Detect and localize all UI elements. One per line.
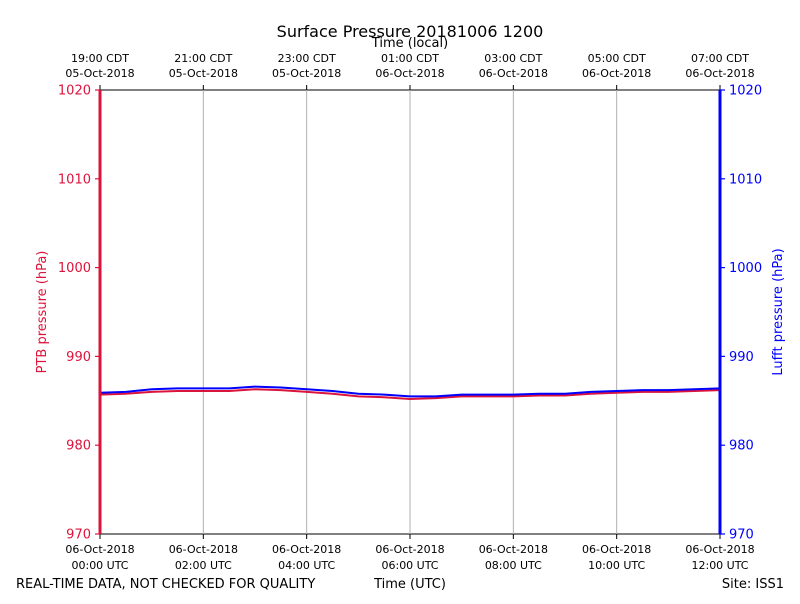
chart-title: Surface Pressure 20181006 1200 xyxy=(277,22,544,41)
lufft-pressure-line xyxy=(99,385,721,398)
right-y-tick-label: 1010 xyxy=(729,172,762,187)
top-tick-label-time: 07:00 CDT xyxy=(691,52,749,65)
x-tick-label-time: 06:00 UTC xyxy=(381,559,438,572)
left-y-tick-label: 1010 xyxy=(58,172,91,187)
left-axis-label: PTB pressure (hPa) xyxy=(35,251,50,374)
footer-quality-note: REAL-TIME DATA, NOT CHECKED FOR QUALITY xyxy=(16,577,315,592)
top-tick-label-date: 06-Oct-2018 xyxy=(375,67,444,80)
top-tick-label-time: 21:00 CDT xyxy=(174,52,232,65)
left-y-tick-label: 1020 xyxy=(58,84,91,99)
top-tick-label-date: 05-Oct-2018 xyxy=(272,67,341,80)
x-axis-label: Time (UTC) xyxy=(373,577,446,592)
top-tick-label-date: 06-Oct-2018 xyxy=(479,67,548,80)
right-y-tick-label: 1020 xyxy=(729,84,762,99)
x-tick-label-date: 06-Oct-2018 xyxy=(479,543,548,556)
top-tick-label-time: 03:00 CDT xyxy=(484,52,542,65)
x-tick-label-date: 06-Oct-2018 xyxy=(685,543,754,556)
right-y-tick-label: 990 xyxy=(729,350,754,365)
x-tick-label-date: 06-Oct-2018 xyxy=(582,543,651,556)
left-y-tick-label: 970 xyxy=(66,528,91,543)
x-tick-label-time: 00:00 UTC xyxy=(71,559,128,572)
right-y-tick-label: 970 xyxy=(729,528,754,543)
top-tick-label-date: 05-Oct-2018 xyxy=(169,67,238,80)
right-axis-label: Lufft pressure (hPa) xyxy=(771,248,786,375)
right-y-tick-label: 1000 xyxy=(729,261,762,276)
grid-lines xyxy=(202,90,618,534)
x-tick-label-date: 06-Oct-2018 xyxy=(375,543,444,556)
top-tick-label-date: 06-Oct-2018 xyxy=(582,67,651,80)
top-tick-label-date: 05-Oct-2018 xyxy=(65,67,134,80)
x-tick-label-date: 06-Oct-2018 xyxy=(272,543,341,556)
x-tick-label-date: 06-Oct-2018 xyxy=(169,543,238,556)
axis-ticks: 06-Oct-2018 00:00 UTC 06-Oct-2018 02:00 UTC… xyxy=(58,52,762,572)
x-tick-label-date: 06-Oct-2018 xyxy=(65,543,134,556)
top-axis-label: Time (local) xyxy=(371,36,448,51)
right-y-tick-label: 980 xyxy=(729,439,754,454)
left-y-tick-label: 1000 xyxy=(58,261,91,276)
left-y-tick-label: 990 xyxy=(66,350,91,365)
top-tick-label-time: 05:00 CDT xyxy=(588,52,646,65)
ptb-pressure-line xyxy=(99,388,721,400)
x-tick-label-time: 04:00 UTC xyxy=(278,559,335,572)
top-tick-label-time: 01:00 CDT xyxy=(381,52,439,65)
top-tick-label-time: 19:00 CDT xyxy=(71,52,129,65)
x-tick-label-time: 08:00 UTC xyxy=(485,559,542,572)
footer-site: Site: ISS1 xyxy=(722,577,784,592)
series-lines xyxy=(99,385,721,400)
top-tick-label-time: 23:00 CDT xyxy=(278,52,336,65)
x-tick-label-time: 10:00 UTC xyxy=(588,559,645,572)
x-tick-label-time: 02:00 UTC xyxy=(175,559,232,572)
top-tick-label-date: 06-Oct-2018 xyxy=(685,67,754,80)
left-y-tick-label: 980 xyxy=(66,439,91,454)
x-tick-label-time: 12:00 UTC xyxy=(691,559,748,572)
